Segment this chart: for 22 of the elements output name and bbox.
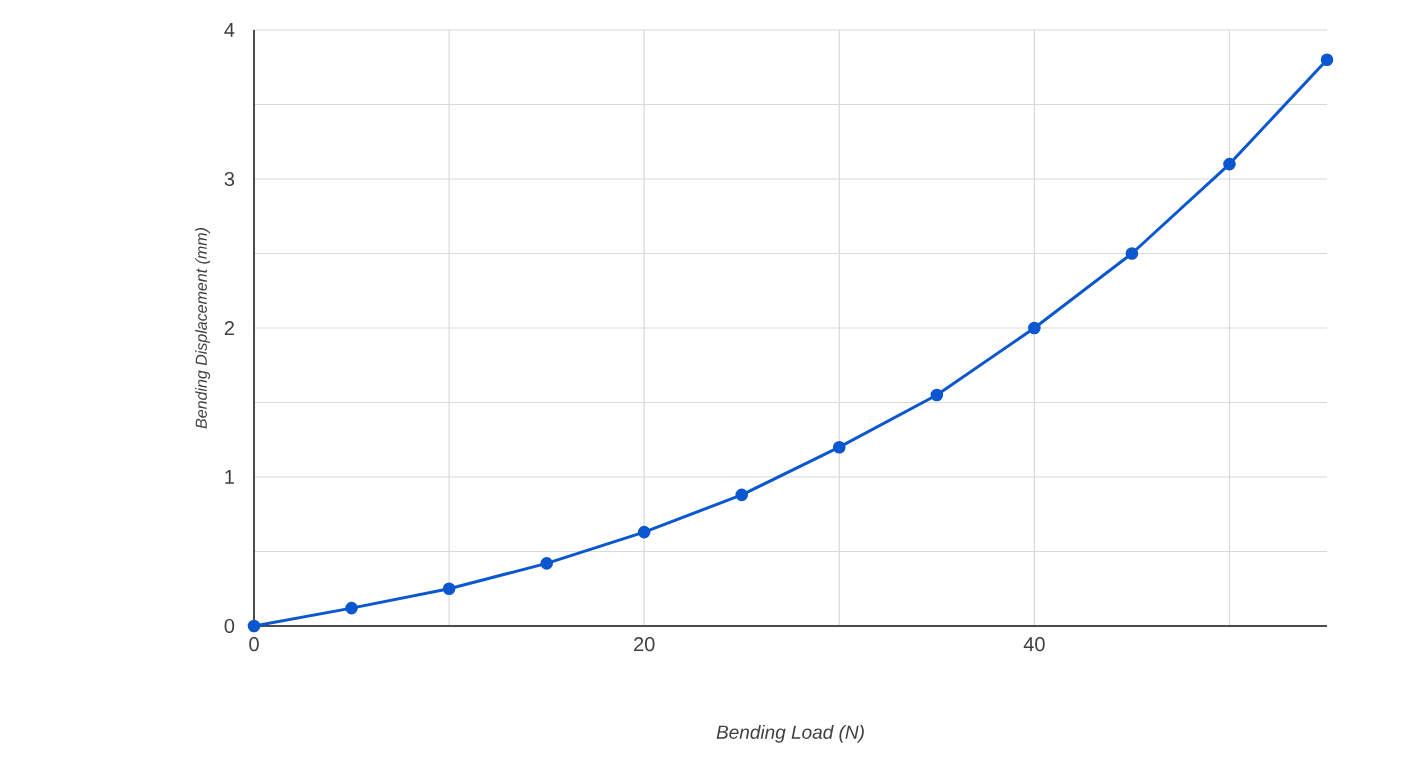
x-tick-label: 40 bbox=[1023, 637, 1045, 652]
point bbox=[1320, 53, 1334, 67]
x-tick-label: 20 bbox=[634, 637, 655, 652]
point bbox=[540, 557, 553, 570]
point bbox=[345, 601, 358, 615]
point bbox=[1223, 157, 1236, 171]
y-tick-label: 4 bbox=[224, 23, 235, 37]
point bbox=[832, 440, 846, 454]
y-tick-label: 2 bbox=[224, 321, 234, 335]
point bbox=[735, 488, 749, 502]
point bbox=[1028, 321, 1041, 335]
y-tick-label: 3 bbox=[224, 171, 235, 187]
point bbox=[247, 619, 261, 633]
y-tick-label: 1 bbox=[225, 470, 234, 484]
x-axis-title: Bending Load (N) bbox=[716, 724, 864, 743]
y-axis-title: Bending Displacement (mm) bbox=[195, 228, 211, 429]
y-tick-label: 0 bbox=[224, 618, 235, 634]
point bbox=[442, 582, 456, 596]
point bbox=[637, 525, 651, 539]
point bbox=[930, 388, 944, 402]
point bbox=[1125, 247, 1139, 260]
x-tick-label: 0 bbox=[249, 637, 259, 652]
